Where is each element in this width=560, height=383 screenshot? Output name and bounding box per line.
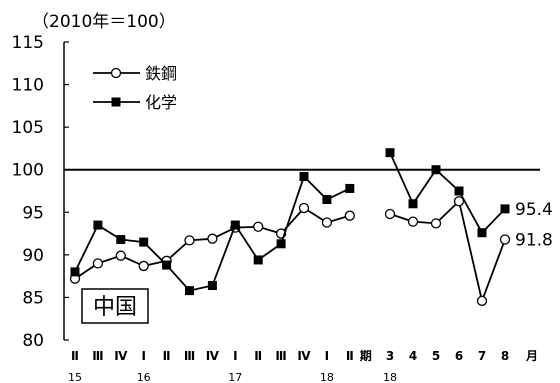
x-tick-label-month: 7 <box>478 349 486 363</box>
series-chemical-point <box>230 220 240 230</box>
legend-steel-label: 鉄鋼 <box>145 64 177 83</box>
series-chemical-point <box>299 172 309 182</box>
series-steel: 91.8 <box>69 196 553 306</box>
legend-steel-point <box>110 67 122 79</box>
series-steel-point <box>453 196 465 207</box>
series-steel-point <box>92 258 104 269</box>
region-box-frame <box>81 288 149 324</box>
x-tick-label-month: 3 <box>386 349 394 363</box>
series-chemical: 95.4 <box>70 148 553 296</box>
x-year-label-quarter: 15 <box>68 371 82 383</box>
series-steel-end-label: 91.8 <box>515 231 553 251</box>
series-steel-point <box>207 233 218 244</box>
y-tick-label: 85 <box>22 288 44 308</box>
x-tick-label-quarter: Ⅰ <box>233 349 237 363</box>
y-tick-label: 95 <box>22 203 44 223</box>
series-layer: 91.8 95.4 <box>69 148 553 306</box>
series-steel-point <box>321 217 333 228</box>
x-tick-label-quarter: Ⅱ <box>254 349 262 363</box>
series-steel-point <box>407 216 419 227</box>
series-chemical-point <box>385 148 395 158</box>
series-chemical-point <box>139 237 149 247</box>
x-tick-label-quarter: Ⅰ <box>141 349 145 363</box>
series-steel-point <box>184 235 195 246</box>
y-tick-label: 80 <box>22 331 44 351</box>
series-steel-point <box>253 221 264 232</box>
legend-chemical-point <box>111 97 121 107</box>
x-suffix-month: 月 <box>525 349 538 363</box>
x-tick-label-quarter: Ⅲ <box>184 349 195 363</box>
series-chemical-monthly-line <box>389 152 506 235</box>
x-tick-label-quarter: Ⅳ <box>206 349 220 363</box>
series-chemical-point <box>322 195 332 205</box>
series-chemical-point <box>345 183 355 193</box>
x-year-label-quarter: 17 <box>228 371 242 383</box>
series-chemical-point <box>500 204 510 214</box>
series-chemical-point <box>477 228 487 238</box>
x-tick-label-quarter: Ⅰ <box>325 349 329 363</box>
x-tick-label-month: 6 <box>455 349 463 363</box>
region-box: 中国 <box>81 288 149 324</box>
x-tick-label-month: 8 <box>501 349 509 363</box>
y-tick-label: 105 <box>12 118 44 138</box>
series-chemical-point <box>70 267 80 277</box>
x-suffix-quarter: 期 <box>360 348 372 363</box>
unit-note: （2010年＝100） <box>32 12 176 32</box>
x-tick-label-quarter: Ⅳ <box>297 349 311 363</box>
series-chemical-point <box>116 235 126 245</box>
series-chemical-point <box>454 186 464 196</box>
x-tick-label-quarter: Ⅱ <box>346 349 354 363</box>
x-year-label-quarter: 16 <box>137 371 151 383</box>
series-steel-point <box>476 295 488 306</box>
x-tick-label-quarter: Ⅱ <box>71 349 79 363</box>
series-chemical-point <box>162 260 172 270</box>
x-tick-label-quarter: Ⅱ <box>163 349 171 363</box>
series-chemical-point <box>276 239 286 249</box>
y-tick-label: 115 <box>12 33 44 53</box>
x-year-label-month: 18 <box>383 371 397 383</box>
x-tick-label-month: 5 <box>432 349 440 363</box>
series-steel-point <box>344 210 355 221</box>
x-tick-label-month: 4 <box>409 349 417 363</box>
series-chemical-point <box>431 165 441 175</box>
series-chemical-point <box>207 281 217 291</box>
series-steel-point <box>384 208 396 220</box>
region-label: 中国 <box>93 295 137 320</box>
series-chemical-point <box>253 255 263 265</box>
x-tick-label-quarter: Ⅳ <box>114 349 128 363</box>
series-chemical-end-label: 95.4 <box>515 200 553 220</box>
x-tick-label-quarter: Ⅲ <box>92 349 103 363</box>
series-steel-point <box>138 260 149 272</box>
x-year-label-quarter: 18 <box>320 371 334 383</box>
series-chemical-point <box>408 199 418 209</box>
y-tick-label: 110 <box>12 76 44 96</box>
series-steel-point <box>430 218 442 229</box>
x-tick-label-quarter: Ⅲ <box>275 349 286 363</box>
y-tick-label: 100 <box>12 161 44 181</box>
series-steel-point <box>298 202 310 214</box>
series-steel-point <box>499 234 511 245</box>
series-steel-monthly-line <box>389 199 506 304</box>
series-chemical-point <box>93 220 103 230</box>
y-tick-label: 90 <box>22 246 44 266</box>
series-steel-point <box>115 250 126 261</box>
legend-chemical-label: 化学 <box>145 93 177 112</box>
series-chemical-point <box>185 286 194 296</box>
